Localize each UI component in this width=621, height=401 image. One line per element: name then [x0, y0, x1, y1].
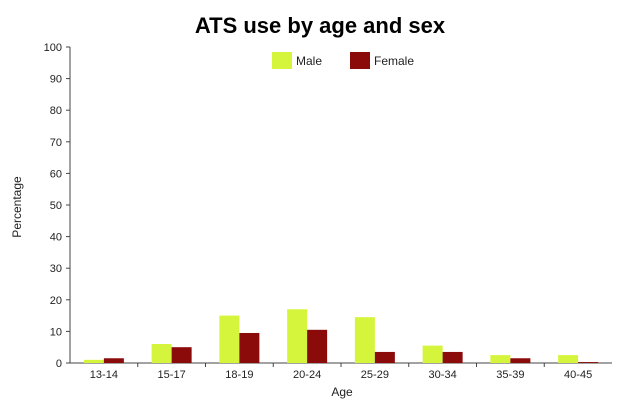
y-tick-label: 0 — [56, 358, 62, 370]
legend: Male Female — [272, 52, 414, 69]
legend-swatch-female — [350, 52, 370, 69]
y-tick-label: 70 — [50, 137, 62, 149]
legend-label-female: Female — [374, 54, 414, 68]
y-tick-label: 10 — [50, 326, 62, 338]
bar-female-20-24 — [307, 329, 328, 363]
bar-male-30-34 — [422, 345, 443, 363]
y-tick-label: 50 — [50, 200, 62, 212]
x-tick-label: 25-29 — [361, 369, 389, 381]
x-axis: 13-14 15-17 18-19 20-24 25-29 30-34 35-39 40-45 — [70, 362, 612, 381]
y-tick-label: 20 — [50, 295, 62, 307]
y-tick-label: 100 — [44, 42, 62, 54]
chart-title: ATS use by age and sex — [195, 13, 446, 38]
bar-female-25-29 — [374, 351, 395, 363]
bar-male-20-24 — [287, 309, 308, 363]
bar-male-40-45 — [558, 355, 579, 363]
y-tick-label: 90 — [50, 74, 62, 86]
bar-male-25-29 — [354, 317, 375, 363]
y-tick-label: 80 — [50, 105, 62, 117]
bars — [83, 309, 599, 363]
bar-male-13-14 — [83, 359, 104, 363]
bar-male-18-19 — [219, 315, 240, 363]
x-tick-label: 13-14 — [90, 369, 118, 381]
bar-female-18-19 — [239, 332, 260, 363]
y-tick-label: 60 — [50, 168, 62, 180]
x-tick-label: 40-45 — [564, 369, 592, 381]
bar-female-13-14 — [103, 358, 124, 363]
y-tick-label: 40 — [50, 232, 62, 244]
bar-female-30-34 — [442, 351, 463, 363]
y-axis: 0 10 20 30 40 50 60 70 80 90 100 — [44, 42, 71, 370]
bar-male-35-39 — [490, 355, 511, 363]
x-tick-label: 15-17 — [158, 369, 186, 381]
x-tick-label: 30-34 — [429, 369, 457, 381]
x-tick-label: 18-19 — [225, 369, 253, 381]
bar-female-40-45 — [578, 362, 599, 363]
bar-female-35-39 — [510, 358, 531, 363]
bar-female-15-17 — [171, 347, 192, 363]
y-axis-label: Percentage — [10, 176, 24, 238]
y-tick-label: 30 — [50, 263, 62, 275]
x-tick-label: 20-24 — [293, 369, 321, 381]
x-axis-label: Age — [331, 385, 353, 399]
legend-swatch-male — [272, 52, 292, 69]
legend-label-male: Male — [296, 54, 322, 68]
x-tick-label: 35-39 — [496, 369, 524, 381]
bar-male-15-17 — [151, 344, 172, 363]
